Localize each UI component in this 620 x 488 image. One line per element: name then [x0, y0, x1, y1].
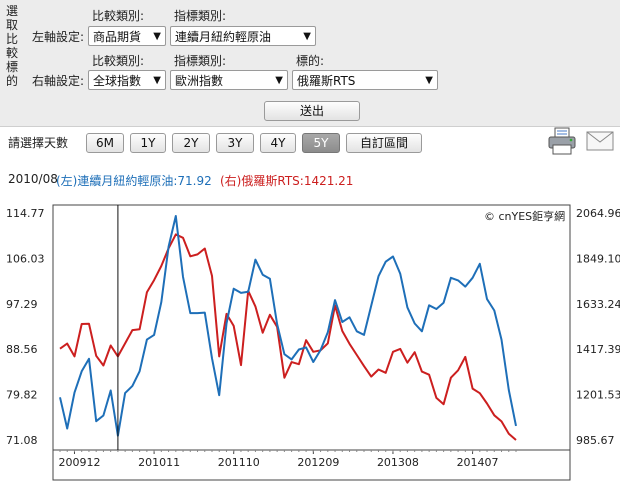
price-comparison-chart: 114.77 106.03 97.29 88.56 79.82 71.08 2064.96 1… — [6, 204, 620, 481]
x-axis-tick-label: 201308 — [377, 456, 419, 469]
left-axis-tick-label: 114.77 — [6, 207, 45, 220]
crude-oil-series-line — [59, 215, 517, 437]
submit-button[interactable]: 送出 — [264, 101, 360, 121]
rts-series-line — [59, 233, 517, 441]
right-compare-type-select[interactable]: 全球指數 ▼ — [88, 70, 166, 90]
left-axis-tick-label: 97.29 — [6, 298, 38, 311]
left-compare-type-label: 比較類別: — [92, 9, 145, 23]
info-left-series: (左)連續月紐約輕原油:71.92 — [56, 174, 212, 188]
right-indicator-type-label: 指標類別: — [174, 54, 227, 68]
left-axis-setting-label: 左軸設定: — [32, 30, 85, 44]
left-indicator-type-label: 指標類別: — [174, 9, 227, 23]
right-axis-tick-label: 1201.53 — [576, 389, 620, 402]
x-axis-tick-label: 201209 — [297, 456, 339, 469]
left-indicator-type-value: 連續月紐約輕原油 — [175, 30, 272, 44]
right-axis-tick-label: 1633.24 — [576, 298, 620, 311]
right-indicator-type-select[interactable]: 歐洲指數 ▼ — [170, 70, 288, 90]
chevron-down-icon: ▼ — [303, 31, 311, 42]
range-2y-button[interactable]: 2Y — [172, 133, 210, 153]
chevron-down-icon: ▼ — [275, 75, 283, 86]
right-axis-tick-label: 1417.39 — [576, 343, 620, 356]
left-axis-tick-label: 106.03 — [6, 252, 45, 265]
right-compare-type-label: 比較類別: — [92, 54, 145, 68]
range-custom-button[interactable]: 自訂區間 — [346, 133, 422, 153]
left-axis-tick-label: 71.08 — [6, 434, 38, 447]
right-target-label: 標的: — [296, 54, 325, 68]
mail-icon[interactable] — [586, 131, 614, 151]
left-axis-tick-label: 88.56 — [6, 343, 38, 356]
right-axis-tick-label: 985.67 — [576, 434, 615, 447]
info-right-series: (右)俄羅斯RTS:1421.21 — [220, 174, 354, 188]
range-4y-button[interactable]: 4Y — [260, 133, 296, 153]
left-indicator-type-select[interactable]: 連續月紐約輕原油 ▼ — [170, 26, 316, 46]
right-target-value: 俄羅斯RTS — [297, 74, 356, 88]
select-target-vertical-label: 選取比較標的 — [5, 4, 18, 88]
right-indicator-type-value: 歐洲指數 — [175, 74, 224, 88]
left-compare-type-select[interactable]: 商品期貨 ▼ — [88, 26, 166, 46]
right-target-select[interactable]: 俄羅斯RTS ▼ — [292, 70, 438, 90]
left-compare-type-value: 商品期貨 — [93, 30, 142, 44]
x-axis-tick-label: 201110 — [218, 456, 260, 469]
range-6m-button[interactable]: 6M — [86, 133, 124, 153]
chevron-down-icon: ▼ — [153, 31, 161, 42]
range-1y-button[interactable]: 1Y — [130, 133, 166, 153]
x-axis-tick-label: 201011 — [138, 456, 180, 469]
info-date: 2010/08 — [8, 172, 58, 186]
chevron-down-icon: ▼ — [153, 75, 161, 86]
right-axis-tick-label: 1849.10 — [576, 252, 620, 265]
chart-watermark: © cnYES鉅亨網 — [484, 209, 565, 223]
range-3y-button[interactable]: 3Y — [216, 133, 254, 153]
chevron-down-icon: ▼ — [425, 75, 433, 86]
printer-icon[interactable] — [546, 126, 578, 156]
range-label: 請選擇天數 — [8, 136, 69, 150]
x-axis-tick-label: 201407 — [457, 456, 499, 469]
control-panel: 選取比較標的 左軸設定: 比較類別: 商品期貨 ▼ 指標類別: 連續月紐約輕原油… — [0, 0, 620, 127]
x-axis-strip — [52, 449, 571, 481]
right-compare-type-value: 全球指數 — [93, 74, 142, 88]
right-axis-tick-label: 2064.96 — [576, 207, 620, 220]
x-axis-tick-label: 200912 — [58, 456, 100, 469]
left-axis-tick-label: 79.82 — [6, 389, 38, 402]
right-axis-setting-label: 右軸設定: — [32, 74, 85, 88]
range-5y-button[interactable]: 5Y — [302, 133, 340, 153]
